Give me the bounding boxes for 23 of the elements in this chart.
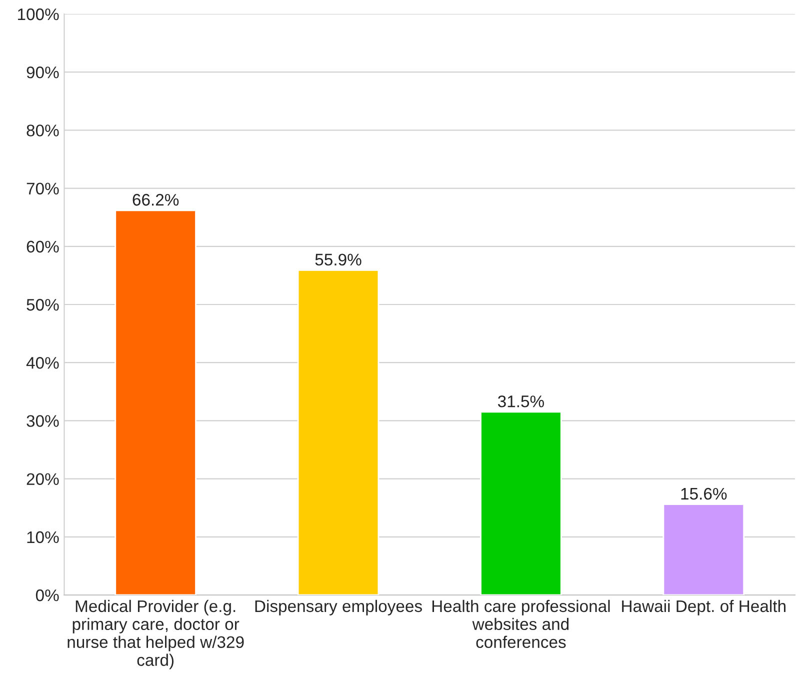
data-label: 15.6% [681,488,727,500]
bar [662,504,745,595]
y-tick-label: 80% [26,124,59,136]
y-tick-label: 100% [18,8,59,20]
y-tick-label: 60% [26,240,59,253]
x-tick-label: Health care professional websites and conferences [432,600,610,648]
data-label: 66.2% [132,194,179,206]
y-tick-label: 0% [36,589,59,602]
x-tick-label: Hawaii Dept. of Health [622,600,786,616]
y-tick-label: 40% [26,357,59,369]
y-tick-label: 70% [26,182,59,195]
y-tick-label: 50% [26,298,59,311]
bar [114,210,196,595]
bar [480,411,562,595]
data-label: 31.5% [498,396,544,408]
y-tick-label: 20% [26,473,59,486]
y-tick-label: 30% [26,415,59,427]
y-tick-label: 90% [26,66,59,78]
x-tick-label: Medical Provider (e.g. primary care, doctor or nurse that helped w/329 card) [68,600,244,670]
x-tick-label: Dispensary employees [255,600,422,616]
bar [297,270,380,595]
data-label: 55.9% [315,254,362,266]
y-tick-label: 10% [27,531,59,544]
